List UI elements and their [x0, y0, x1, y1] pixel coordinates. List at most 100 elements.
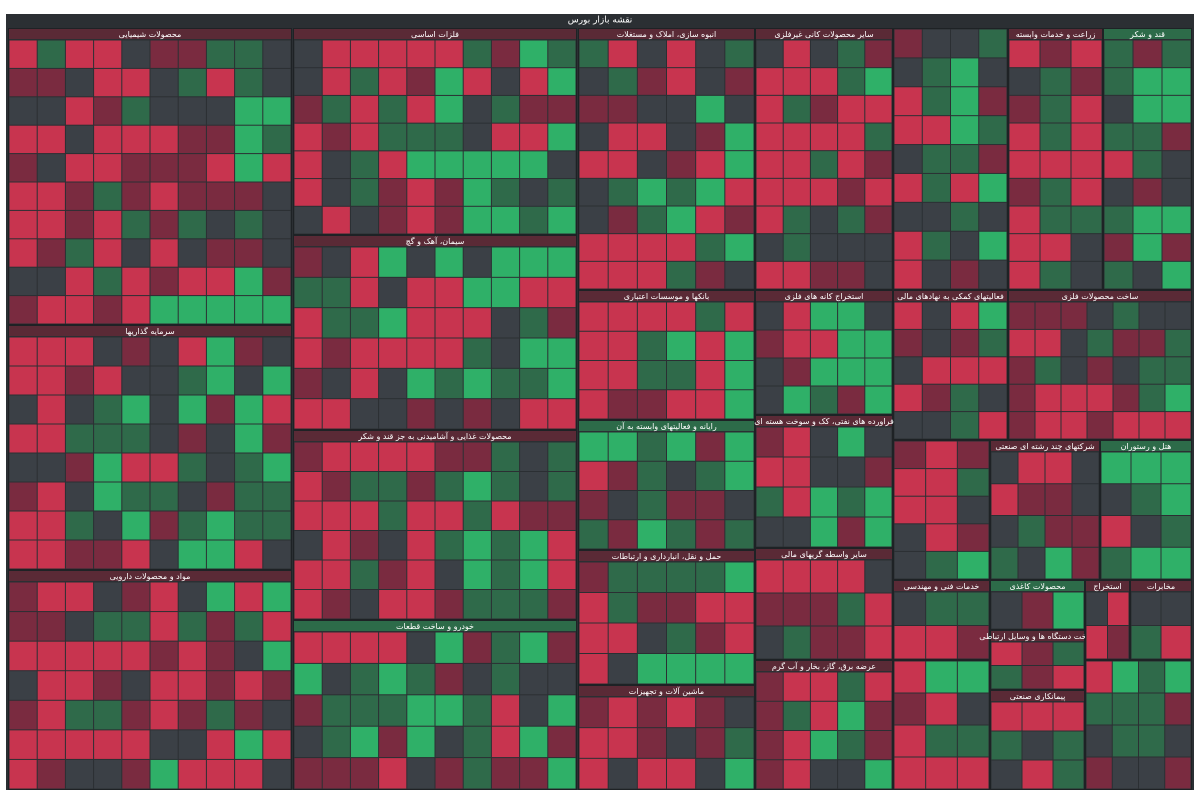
stock-cell	[94, 210, 122, 239]
stock-cell	[65, 68, 94, 97]
stock-cell	[1072, 484, 1099, 515]
stock-cell	[463, 442, 491, 471]
stock-cell	[1009, 178, 1040, 206]
stock-cell	[810, 123, 838, 151]
stock-cell	[756, 234, 783, 261]
stock-cell	[37, 453, 65, 482]
stock-cell	[206, 540, 235, 569]
stock-cell	[150, 154, 178, 182]
sector-title: انبوه سازی، املاک و مستغلات	[617, 30, 717, 39]
stock-cell	[1053, 592, 1084, 629]
stock-cell	[1112, 693, 1138, 725]
stock-cell	[463, 531, 491, 560]
stock-cell	[206, 97, 235, 125]
stock-cell	[865, 487, 892, 517]
stock-cell	[865, 760, 892, 789]
stock-cell	[65, 641, 94, 671]
stock-cell	[435, 442, 463, 471]
stock-cell	[667, 654, 696, 684]
stock-cell	[178, 511, 206, 540]
stock-cell	[579, 234, 608, 261]
stock-cell	[1045, 547, 1072, 579]
stock-cell	[435, 123, 463, 151]
sector-header	[579, 29, 754, 39]
stock-cell	[957, 524, 989, 551]
stock-cell	[1104, 261, 1133, 289]
stock-cell	[991, 760, 1022, 789]
stock-cell	[810, 427, 838, 457]
sector-header	[294, 236, 576, 246]
stock-cell	[926, 441, 957, 469]
stock-cell	[178, 759, 206, 789]
stock-cell	[9, 366, 37, 395]
sector-header	[756, 416, 892, 426]
stock-cell	[235, 424, 263, 453]
stock-cell	[37, 511, 65, 540]
stock-cell	[548, 277, 576, 308]
stock-cell	[491, 40, 520, 68]
sector-header	[756, 661, 892, 671]
stock-cell	[1018, 452, 1045, 484]
stock-cell	[322, 726, 350, 758]
stock-cell	[608, 151, 637, 178]
stock-cell	[894, 661, 926, 693]
stock-cell	[865, 40, 892, 68]
stock-cell	[491, 277, 520, 308]
stock-cell	[922, 29, 950, 58]
stock-cell	[783, 701, 810, 730]
stock-cell	[322, 472, 350, 501]
stock-cell	[838, 427, 865, 457]
sector-title: ساخت محصولات فلزی	[1062, 292, 1139, 301]
stock-cell	[350, 399, 379, 429]
stock-cell	[435, 472, 463, 501]
sector	[578, 685, 755, 790]
stock-cell	[178, 453, 206, 482]
stock-cell	[122, 582, 150, 612]
stock-cell	[1165, 302, 1191, 329]
stock-cell	[9, 453, 37, 482]
stock-cell	[1133, 261, 1162, 289]
stock-cell	[178, 366, 206, 395]
stock-cell	[491, 247, 520, 277]
stock-cell	[696, 261, 725, 289]
stock-cell	[1022, 666, 1053, 689]
stock-cell	[263, 337, 291, 366]
stock-cell	[894, 524, 926, 551]
stock-cell	[9, 97, 37, 125]
stock-cell	[979, 329, 1007, 357]
stock-cell	[322, 123, 350, 151]
stock-cell	[206, 267, 235, 296]
stock-cell	[696, 654, 725, 684]
stock-cell	[350, 338, 379, 368]
stock-cell	[9, 239, 37, 267]
stock-cell	[865, 701, 892, 730]
stock-cell	[1131, 547, 1161, 579]
stock-cell	[783, 123, 810, 151]
stock-cell	[810, 206, 838, 234]
stock-cell	[322, 531, 350, 560]
stock-cell	[150, 641, 178, 671]
stock-cell	[263, 582, 291, 612]
stock-cell	[294, 206, 322, 234]
stock-cell	[696, 331, 725, 360]
stock-cell	[94, 641, 122, 671]
sector-title: ساخت دستگاه ها و وسایل ارتباطی	[979, 631, 1096, 641]
stock-cell	[1131, 484, 1161, 515]
stock-cell	[1161, 516, 1191, 547]
stock-cell	[579, 361, 608, 390]
stock-cell	[9, 582, 37, 612]
stock-cell	[1104, 95, 1133, 123]
stock-cell	[894, 412, 922, 439]
stock-cell	[294, 308, 322, 338]
stock-cell	[379, 338, 407, 368]
stock-cell	[957, 725, 989, 757]
stock-cell	[1087, 357, 1113, 384]
stock-cell	[783, 68, 810, 95]
stock-cell	[894, 145, 922, 173]
stock-cell	[150, 125, 178, 154]
stock-cell	[322, 277, 350, 308]
stock-cell	[1009, 95, 1040, 123]
sector-title: حمل و نقل، انبارداری و ارتباطات	[612, 552, 722, 561]
stock-cell	[206, 239, 235, 267]
stock-cell	[756, 151, 783, 178]
